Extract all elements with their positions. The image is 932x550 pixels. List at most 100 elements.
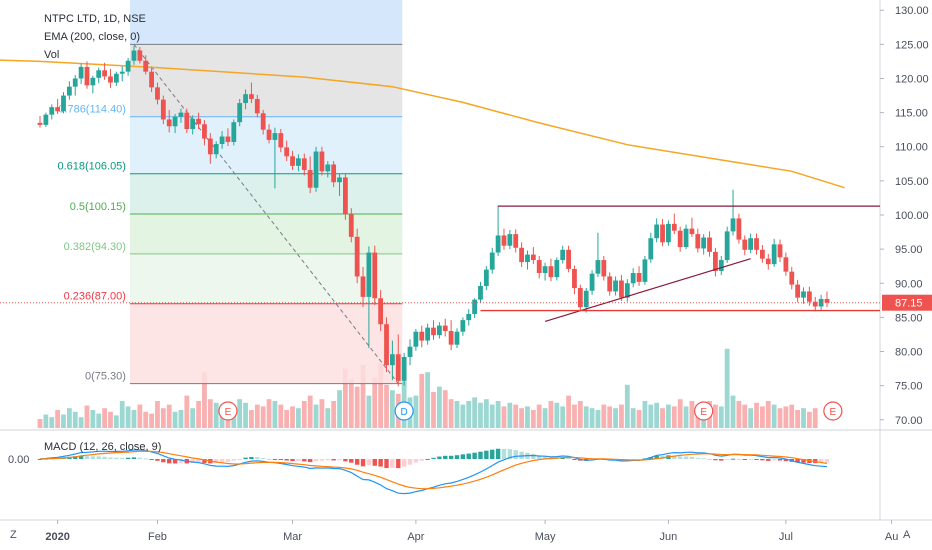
macd-histogram-bar <box>149 459 154 460</box>
price-tick-label: 75.00 <box>895 381 923 393</box>
macd-histogram-bar <box>730 458 736 460</box>
macd-histogram-bar <box>466 453 471 459</box>
auto-scale-button[interactable]: Z <box>10 529 17 541</box>
macd-histogram-bar <box>501 448 507 459</box>
candle <box>530 247 536 265</box>
macd-histogram-bar <box>513 450 518 459</box>
candle <box>507 230 513 250</box>
macd-histogram-bar <box>278 459 283 460</box>
candle <box>354 228 360 284</box>
macd-histogram-bar <box>296 459 301 462</box>
candle <box>119 66 125 82</box>
candle <box>231 119 237 146</box>
candle <box>472 298 478 319</box>
macd-histogram-bar <box>742 459 747 460</box>
candle-body <box>49 107 55 115</box>
volume-bar <box>795 410 801 428</box>
macd-histogram-bar <box>495 448 501 459</box>
macd-histogram-bar <box>84 456 90 459</box>
candle <box>407 339 413 366</box>
ema200-line <box>0 59 845 189</box>
macd-histogram-bar <box>437 456 442 459</box>
candle-body <box>108 76 113 83</box>
volume-bar <box>266 399 272 428</box>
volume-bar <box>595 410 601 428</box>
macd-histogram-bar <box>760 459 765 461</box>
candle-body <box>666 223 671 243</box>
event-marker: E <box>218 401 238 421</box>
candle-body <box>413 331 419 347</box>
volume-bar <box>172 411 178 428</box>
volume-bar <box>607 406 613 428</box>
candle <box>389 340 395 381</box>
candle <box>589 270 595 295</box>
macd-histogram-bar <box>490 449 495 459</box>
price-tick-label: 125.00 <box>895 39 929 51</box>
candle-body <box>483 269 489 286</box>
candle-body <box>566 249 571 269</box>
macd-histogram-bar <box>795 459 800 463</box>
candle <box>677 226 683 252</box>
fib-label-1: 0.618(106.05) <box>57 161 126 173</box>
candle <box>190 115 196 135</box>
fib-label-0: 0.786(114.40) <box>58 104 126 116</box>
candle-body <box>530 254 536 261</box>
candle <box>613 276 618 296</box>
candle-body <box>754 238 759 250</box>
volume-bar <box>765 401 771 428</box>
candle <box>419 325 425 348</box>
volume-bar <box>90 410 96 428</box>
candle <box>742 235 748 256</box>
time-tick-label: Mar <box>283 531 302 543</box>
candle <box>61 92 66 114</box>
volume-bar <box>589 408 595 428</box>
candle <box>789 266 795 290</box>
volume-bar <box>671 406 677 428</box>
macd-histogram-bar <box>683 456 689 459</box>
macd-legend: MACD (12, 26, close, 9) <box>44 441 161 453</box>
macd-histogram-bar <box>724 459 730 460</box>
candle <box>184 108 190 134</box>
macd-histogram-bar <box>237 459 242 460</box>
volume-bar <box>202 372 207 428</box>
macd-histogram-bar <box>325 459 330 461</box>
event-marker-label: E <box>700 407 707 418</box>
volume-bar <box>313 404 319 428</box>
macd-histogram-bar <box>161 459 166 463</box>
volume-bar <box>507 402 513 428</box>
volume-bar <box>307 395 313 428</box>
macd-histogram-bar <box>384 459 389 469</box>
candle <box>607 272 613 296</box>
volume-bar <box>137 404 143 428</box>
time-tick-label: 2020 <box>45 531 69 543</box>
candle-body <box>572 268 577 289</box>
candle-body <box>231 122 237 142</box>
candle <box>431 320 436 340</box>
auto-mode-button[interactable]: A <box>903 529 911 541</box>
candle-body <box>178 112 184 117</box>
volume-bar <box>389 390 395 428</box>
macd-histogram-bar <box>654 455 659 459</box>
macd-histogram-bar <box>448 455 454 459</box>
candle-body <box>401 356 407 381</box>
candle <box>213 141 219 159</box>
macd-histogram-bar <box>360 459 366 467</box>
candle-body <box>172 116 178 127</box>
candle <box>378 290 384 332</box>
candle-body <box>378 298 384 325</box>
last-price-label: 87.15 <box>895 298 923 310</box>
candle-body <box>354 236 360 277</box>
candle-body <box>812 301 818 307</box>
macd-histogram-bar <box>766 459 771 461</box>
macd-histogram-bar <box>37 459 43 460</box>
volume-bar <box>325 408 331 428</box>
volume-bar <box>759 406 765 428</box>
macd-signal-line <box>39 450 828 490</box>
volume-bar <box>742 404 748 428</box>
macd-histogram-bar <box>290 459 295 462</box>
fib-band-3 <box>129 213 403 254</box>
price-tick-label: 70.00 <box>895 415 923 427</box>
candle-body <box>325 164 331 172</box>
volume-bar <box>666 404 671 428</box>
